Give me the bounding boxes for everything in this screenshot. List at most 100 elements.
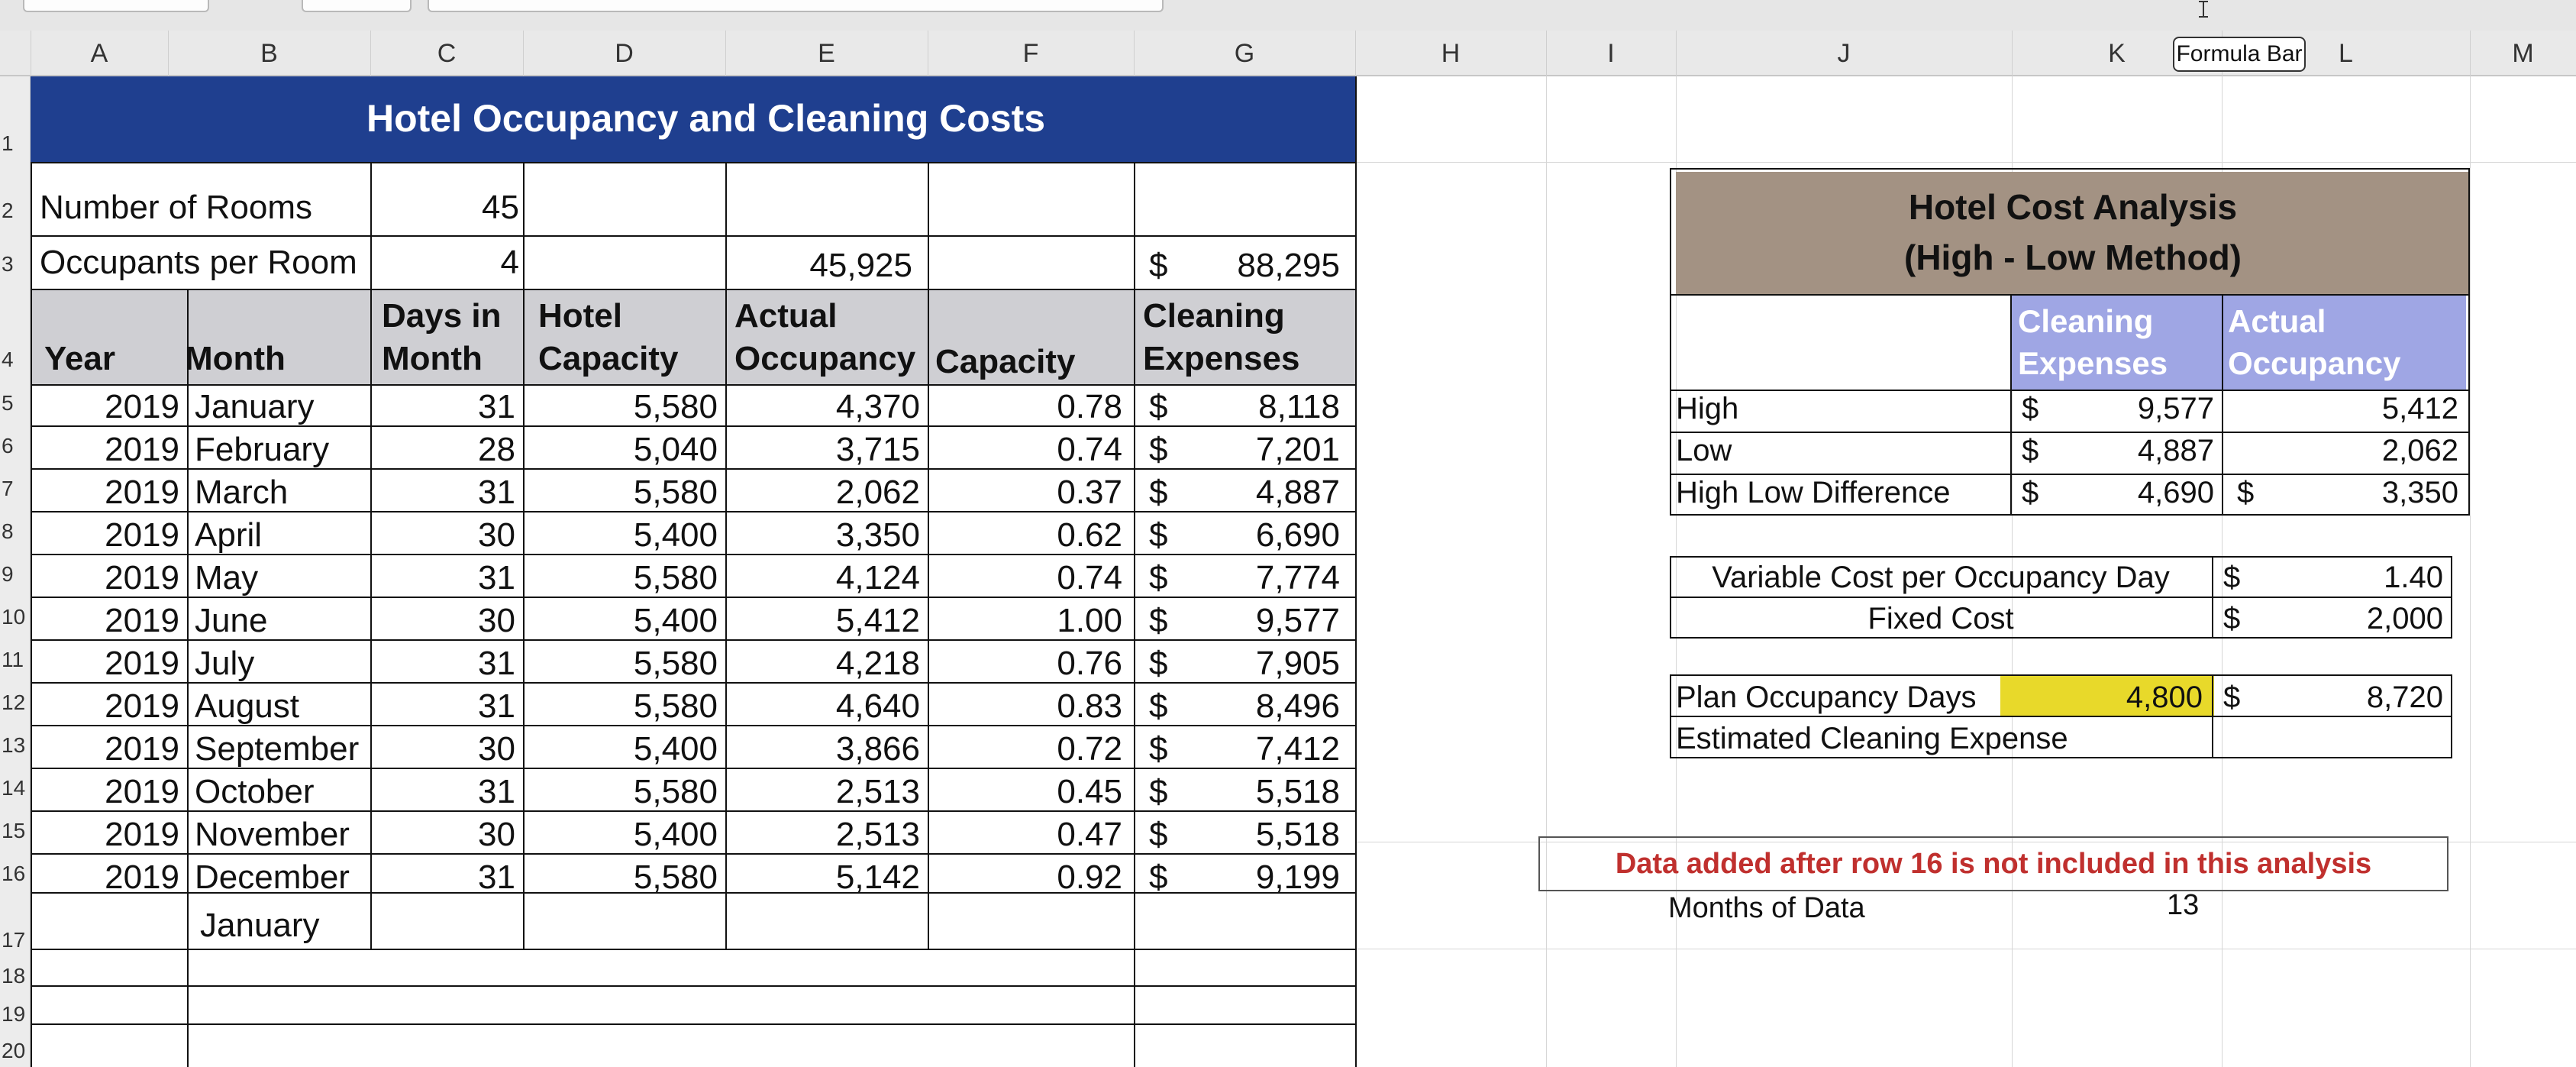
column-header-m[interactable]: M	[2470, 31, 2576, 76]
cell-year[interactable]: 2019	[105, 645, 179, 682]
cell-cleaning[interactable]: 7,412	[1255, 730, 1340, 768]
cell-days[interactable]: 30	[478, 816, 515, 853]
cell-pct[interactable]: 0.74	[1057, 431, 1122, 468]
cell-occupancy[interactable]: 2,513	[835, 816, 920, 853]
cell-cur[interactable]: $	[1149, 645, 1168, 682]
cell-cleaning[interactable]: 9,577	[1255, 602, 1340, 639]
cell-month[interactable]: June	[195, 602, 268, 639]
cell-cur[interactable]: $	[1149, 858, 1168, 896]
cell-cleaning[interactable]: 7,774	[1255, 559, 1340, 597]
header-capacity-2[interactable]: Capacity	[538, 340, 679, 377]
low-occupancy[interactable]: 2,062	[2381, 434, 2458, 467]
cell-days[interactable]: 31	[478, 645, 515, 682]
cell-occupancy[interactable]: 2,062	[835, 474, 920, 511]
row-header-18[interactable]: 18	[2, 964, 26, 988]
cell-occupancy[interactable]: 5,142	[835, 858, 920, 896]
variable-cost-value[interactable]: 1.40	[2384, 561, 2443, 594]
header-year[interactable]: Year	[44, 340, 115, 377]
name-box[interactable]	[23, 0, 209, 12]
row-header-15[interactable]: 15	[2, 819, 26, 842]
occupants-value[interactable]: 4	[500, 244, 519, 281]
cell-occupancy[interactable]: 4,370	[835, 388, 920, 425]
cell-days[interactable]: 31	[478, 388, 515, 425]
column-header-h[interactable]: H	[1355, 31, 1547, 76]
cell-cleaning[interactable]: 8,496	[1255, 687, 1340, 725]
cell-year[interactable]: 2019	[105, 559, 179, 597]
row-header-17[interactable]: 17	[2, 928, 26, 952]
column-header-f[interactable]: F	[928, 31, 1135, 76]
cell-cur[interactable]: $	[1149, 474, 1168, 511]
cell-occupancy[interactable]: 4,124	[835, 559, 920, 597]
total-cleaning[interactable]: 88,295	[1237, 247, 1340, 284]
cell-capacity[interactable]: 5,580	[633, 388, 718, 425]
cell-year[interactable]: 2019	[105, 388, 179, 425]
rooms-value[interactable]: 45	[482, 189, 519, 226]
cell-month[interactable]: August	[195, 687, 299, 725]
cell-cur[interactable]: $	[1149, 816, 1168, 853]
column-header-j[interactable]: J	[1676, 31, 2013, 76]
cell-pct[interactable]: 0.92	[1057, 858, 1122, 896]
header-capacity-pct[interactable]: Capacity	[935, 343, 1076, 380]
cell-cleaning[interactable]: 8,118	[1258, 388, 1340, 425]
cell-occupancy[interactable]: 3,350	[835, 516, 920, 554]
cell-pct[interactable]: 0.74	[1057, 559, 1122, 597]
cell-cleaning[interactable]: 5,518	[1255, 773, 1340, 810]
plan-estimate-value[interactable]: 8,720	[2366, 681, 2443, 714]
cell-days[interactable]: 30	[478, 730, 515, 768]
cell-pct[interactable]: 0.76	[1057, 645, 1122, 682]
row-header-2[interactable]: 2	[2, 199, 14, 222]
cell-cur[interactable]: $	[1149, 687, 1168, 725]
cell-days[interactable]: 31	[478, 474, 515, 511]
header-cleaning-2[interactable]: Expenses	[1143, 340, 1300, 377]
cell-cur[interactable]: $	[1149, 516, 1168, 554]
cell-capacity[interactable]: 5,580	[633, 687, 718, 725]
high-cleaning[interactable]: 9,577	[2137, 392, 2214, 425]
row-header-1[interactable]: 1	[2, 131, 14, 155]
cell-cleaning[interactable]: 9,199	[1255, 858, 1340, 896]
cell-pct[interactable]: 0.72	[1057, 730, 1122, 768]
cell-year[interactable]: 2019	[105, 858, 179, 896]
row-header-13[interactable]: 13	[2, 733, 26, 757]
cell-month[interactable]: February	[195, 431, 330, 468]
row-header-11[interactable]: 11	[2, 648, 24, 671]
cell-pct[interactable]: 1.00	[1057, 602, 1122, 639]
cell-year[interactable]: 2019	[105, 431, 179, 468]
fixed-cost-value[interactable]: 2,000	[2366, 602, 2443, 635]
cell-capacity[interactable]: 5,040	[633, 431, 718, 468]
sheet-title-banner[interactable]: Hotel Occupancy and Cleaning Costs	[31, 76, 1355, 162]
cell-year[interactable]: 2019	[105, 773, 179, 810]
cell-occupancy[interactable]: 2,513	[835, 773, 920, 810]
row-header-8[interactable]: 8	[2, 519, 14, 543]
cell-capacity[interactable]: 5,400	[633, 516, 718, 554]
cell-year[interactable]: 2019	[105, 516, 179, 554]
cell-capacity[interactable]: 5,580	[633, 773, 718, 810]
row-header-6[interactable]: 6	[2, 434, 14, 458]
cell-month[interactable]: November	[195, 816, 350, 853]
cell-days[interactable]: 30	[478, 602, 515, 639]
cell-cur[interactable]: $	[1149, 602, 1168, 639]
column-header-d[interactable]: D	[523, 31, 726, 76]
column-header-e[interactable]: E	[725, 31, 928, 76]
cell-month[interactable]: December	[195, 858, 350, 896]
header-days-2[interactable]: Month	[382, 340, 483, 377]
cell-pct[interactable]: 0.37	[1057, 474, 1122, 511]
select-all-corner[interactable]	[0, 31, 31, 76]
cell-days[interactable]: 30	[478, 516, 515, 554]
cell-year[interactable]: 2019	[105, 730, 179, 768]
cell-days[interactable]: 31	[478, 773, 515, 810]
cell-month[interactable]: April	[195, 516, 263, 554]
cell-year[interactable]: 2019	[105, 474, 179, 511]
row-header-16[interactable]: 16	[2, 862, 26, 885]
column-header-c[interactable]: C	[370, 31, 524, 76]
cell-capacity[interactable]: 5,400	[633, 816, 718, 853]
months-of-data-value[interactable]: 13	[2167, 889, 2200, 921]
column-header-i[interactable]: I	[1546, 31, 1677, 76]
cell-occupancy[interactable]: 3,866	[835, 730, 920, 768]
cell-pct[interactable]: 0.45	[1057, 773, 1122, 810]
cell-cleaning[interactable]: 7,201	[1255, 431, 1340, 468]
cell-days[interactable]: 31	[478, 559, 515, 597]
cell-cleaning[interactable]: 4,887	[1255, 474, 1340, 511]
row-header-5[interactable]: 5	[2, 391, 14, 415]
high-occupancy[interactable]: 5,412	[2381, 392, 2458, 425]
cell-cleaning[interactable]: 5,518	[1255, 816, 1340, 853]
